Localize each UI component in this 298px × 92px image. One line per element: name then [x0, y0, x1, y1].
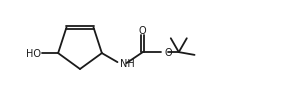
Text: HO: HO — [26, 49, 41, 59]
Text: NH: NH — [120, 59, 135, 69]
Text: O: O — [139, 26, 147, 36]
Text: O: O — [165, 48, 173, 58]
